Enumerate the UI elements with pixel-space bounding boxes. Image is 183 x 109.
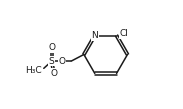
Text: O: O (48, 43, 55, 52)
Text: N: N (91, 31, 98, 40)
Text: H₃C: H₃C (25, 66, 41, 75)
Text: O: O (59, 57, 66, 66)
Text: S: S (49, 57, 55, 66)
Text: O: O (50, 69, 57, 78)
Text: Cl: Cl (119, 30, 128, 38)
